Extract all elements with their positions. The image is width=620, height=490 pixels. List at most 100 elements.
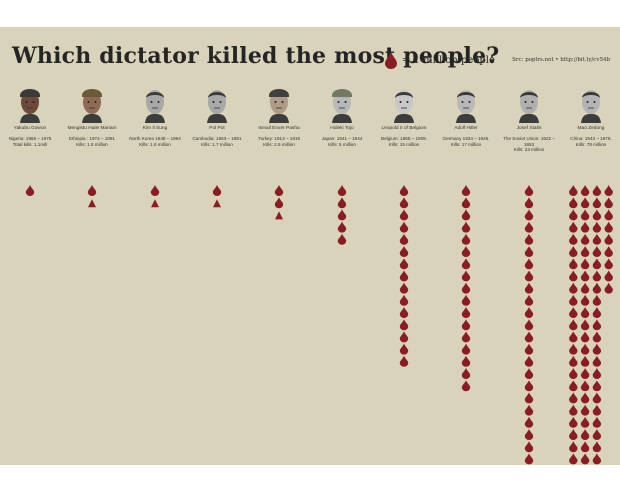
blood-drop-mark [604, 282, 613, 294]
blood-drop-mark [337, 233, 347, 245]
reign-label: Japan: 1941 – 1944 [321, 136, 363, 141]
blood-drop-mark [399, 258, 409, 270]
partial-blood-drop-mark [88, 199, 96, 208]
blood-drop-mark [604, 246, 613, 257]
blood-drop-mark [399, 270, 409, 282]
blood-drop-mark [524, 416, 534, 428]
dictator-name: Ismail Enver Pasha [258, 126, 300, 131]
blood-drop-mark [461, 246, 471, 257]
dictator-info: The Soviet Union: 1922 – 1953 Kills: 23 m… [499, 136, 559, 153]
portrait-icon [145, 90, 165, 123]
blood-drop-mark [399, 197, 409, 209]
blood-drop-mark [569, 416, 578, 428]
blood-drop-mark [592, 355, 602, 367]
blood-drop-mark [592, 453, 602, 465]
dictator-name: Leopold II of Belgium [381, 126, 427, 131]
blood-drop-mark [524, 392, 534, 404]
dictator-column: Pol Pot Cambodia: 1963 – 1981 Kills: 1.7 m… [187, 85, 247, 147]
dictator-name: Mengistu Haile Mariam [67, 126, 117, 131]
blood-drop-mark [592, 404, 602, 416]
kills-label: Kills: 23 million [513, 147, 545, 152]
dictator-column: Ismail Enver Pasha Turkey: 1913 – 1919 Kil… [249, 85, 309, 147]
blood-drop-mark [592, 331, 602, 343]
blood-drop-mark [524, 209, 534, 221]
dictator-column: Mengistu Haile Mariam Ethiopia : 1974 – 1… [62, 85, 122, 147]
blood-drop-mark [592, 319, 602, 331]
blood-drop-mark [580, 197, 590, 209]
blood-drop-mark [399, 209, 409, 221]
blood-drop-mark [461, 307, 471, 319]
dictator-name: Yakubu Gowon [13, 126, 47, 131]
blood-drop-mark [461, 343, 471, 355]
blood-drop-mark [569, 319, 578, 331]
legend-label: = 1 million people [402, 54, 495, 66]
kills-label: Kills: 1.5 million [76, 141, 108, 147]
blood-drop-mark [399, 294, 409, 306]
blood-drop-mark [524, 331, 534, 343]
blood-drop-mark [592, 270, 602, 282]
blood-drop-mark [580, 270, 590, 282]
blood-drop-mark [580, 355, 590, 367]
blood-drop-mark [604, 233, 613, 245]
reign-label: Turkey: 1913 – 1919 [258, 136, 300, 141]
blood-drop-mark [569, 282, 578, 294]
blood-drop-mark [569, 429, 578, 441]
blood-drop-mark [569, 270, 578, 282]
reign-label: North Korea 1948 – 1994 [129, 136, 181, 141]
blood-drop-mark [604, 209, 613, 221]
portrait-icon [581, 90, 601, 123]
dictator-column: Mao Zedong China: 1943 – 1976. Kills: 78 m… [561, 85, 620, 147]
dictator-info: Nigeria: 1966 – 1975 Total kills: 1.1mill [0, 136, 60, 147]
dictator-column: Yakubu Gowon Nigeria: 1966 – 1975 Total ki… [0, 85, 60, 147]
blood-drop-mark [399, 355, 409, 367]
blood-drop-mark [461, 233, 471, 245]
blood-drop-mark [399, 233, 409, 245]
blood-drop-mark [524, 453, 534, 465]
dictator-info: North Korea 1948 – 1994 Kills: 1.6 millio… [125, 136, 185, 147]
blood-drop-mark [580, 429, 590, 440]
kills-label: Kills: 17 million [450, 141, 482, 147]
blood-drop-mark [592, 185, 602, 196]
blood-drop-mark [569, 258, 578, 270]
blood-drop-mark [592, 209, 602, 221]
blood-drop-mark [580, 343, 590, 355]
dictator-info: Belgium: 1865 – 1909. Kills: 15 million [374, 136, 434, 147]
reign-label: Ethiopia : 1974 – 1991 [69, 136, 115, 141]
blood-drop-mark [569, 209, 578, 221]
blood-drop-mark [150, 185, 160, 196]
blood-drop-mark [604, 258, 613, 270]
blood-drop-mark [569, 185, 578, 197]
reign-label: Germany 1934 – 1945. [442, 136, 490, 141]
blood-drop-mark [569, 368, 578, 380]
blood-drop-mark [461, 331, 471, 343]
legend: = 1 million people [384, 49, 495, 71]
blood-drop-mark [569, 221, 578, 233]
dictator-info: Ethiopia : 1974 – 1991 Kills: 1.5 million [62, 136, 122, 147]
blood-drop-mark [524, 221, 534, 233]
blood-drop-mark [461, 355, 471, 367]
blood-drop-mark [569, 392, 578, 404]
blood-drop-mark [569, 307, 578, 319]
kills-label: Kills: 78 million [575, 141, 607, 147]
blood-drop-mark [399, 331, 409, 343]
dictator-name: Josef Stalin [516, 126, 542, 131]
blood-drop-mark [580, 331, 590, 343]
blood-drop-mark [592, 392, 602, 404]
blood-drop-mark [212, 185, 222, 196]
blood-drop-mark [399, 246, 409, 257]
blood-drop-mark [524, 368, 534, 380]
blood-drop-mark [524, 246, 534, 257]
partial-blood-drop-mark [151, 199, 159, 208]
dictator-name: Mao Zedong [577, 126, 605, 131]
portrait-icon [519, 90, 539, 123]
portrait-icon [82, 89, 102, 123]
dictator-name: Adolf Hitler [454, 126, 478, 131]
blood-drop-mark [399, 319, 409, 331]
portrait-icon [456, 90, 476, 123]
blood-drop-mark [580, 221, 590, 233]
portrait-icon [207, 90, 227, 123]
blood-drop-mark [580, 441, 590, 453]
portrait-icon [332, 89, 352, 123]
blood-drop-mark [569, 343, 578, 355]
blood-drop-mark [524, 380, 534, 392]
